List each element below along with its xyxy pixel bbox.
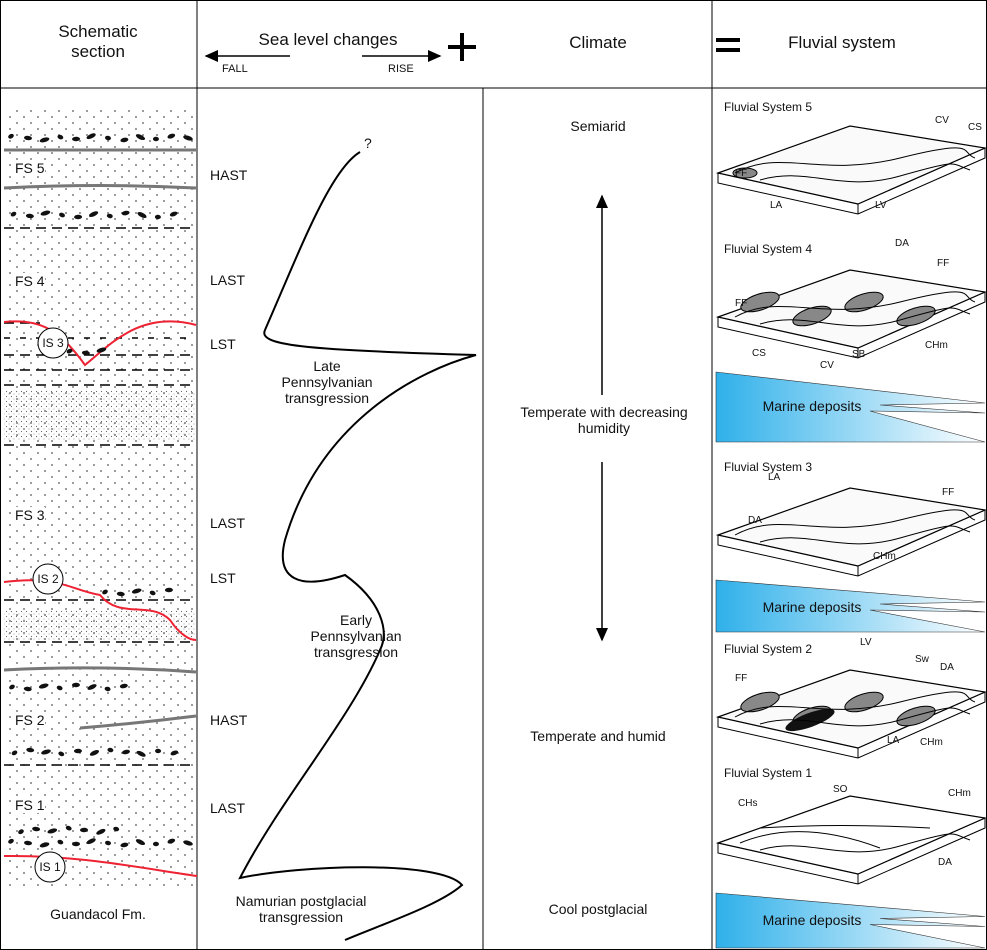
fine-sand [4, 610, 196, 640]
column-heading: Climate [569, 33, 627, 53]
arrow-label: RISE [388, 63, 414, 75]
facies-label: DA [940, 662, 954, 673]
system-title: Fluvial System 4 [724, 242, 812, 256]
facies-label: LA [770, 200, 782, 211]
schematic-column [4, 110, 197, 890]
facies-label: Sw [915, 654, 929, 665]
marine-label: Marine deposits [763, 398, 862, 414]
system-title: Fluvial System 1 [724, 766, 812, 780]
query-mark: ? [364, 135, 372, 151]
facies-label: DA [938, 857, 952, 868]
stage-label: HAST [210, 712, 247, 728]
stage-label: LAST [210, 515, 245, 531]
fine-sand [4, 390, 196, 440]
climate-label: Temperate with decreasing humidity [499, 404, 709, 436]
equals-sign [716, 40, 740, 50]
facies-label: SO [833, 784, 847, 795]
system-title: Fluvial System 5 [724, 100, 812, 114]
fs-label: FS 4 [15, 273, 45, 289]
stage-label: LST [210, 336, 236, 352]
facies-label: SB [852, 349, 865, 360]
facies-label: FF [937, 258, 949, 269]
facies-label: FF [942, 487, 954, 498]
facies-label: LV [860, 637, 872, 648]
climate-label: Cool postglacial [549, 901, 648, 917]
is-label: IS 3 [42, 336, 63, 350]
facies-label: DA [895, 238, 909, 249]
stage-label: LAST [210, 272, 245, 288]
is-label: IS 2 [37, 572, 58, 586]
facies-label: FF [735, 168, 747, 179]
arrow-label: FALL [222, 63, 248, 75]
facies-label: CHm [873, 551, 896, 562]
marine-label: Marine deposits [763, 912, 862, 928]
sandstone [4, 110, 196, 890]
facies-label: CHs [738, 798, 757, 809]
facies-label: LA [887, 735, 899, 746]
facies-label: CS [968, 122, 982, 133]
marine-label: Marine deposits [763, 599, 862, 615]
transgression-label: Early Pennsylvanian transgression [296, 612, 416, 660]
fs-label: FS 3 [15, 507, 45, 523]
climate-label: Semiarid [570, 118, 625, 134]
facies-label: LA [768, 472, 780, 483]
facies-label: CHm [925, 340, 948, 351]
facies-label: CHm [948, 788, 971, 799]
stage-label: LAST [210, 800, 245, 816]
fs-label: FS 5 [15, 160, 45, 176]
facies-label: LV [875, 200, 887, 211]
climate-label: Temperate and humid [530, 728, 665, 744]
column-heading: Fluvial system [788, 33, 896, 53]
column-heading: Schematic section [33, 22, 163, 62]
column-heading: Sea level changes [259, 30, 398, 50]
facies-label: FF [735, 673, 747, 684]
facies-label: DA [748, 515, 762, 526]
facies-label: CV [820, 360, 834, 371]
formation-label: Guandacol Fm. [50, 906, 146, 922]
plus-sign [448, 33, 476, 61]
transgression-label: Late Pennsylvanian transgression [267, 358, 387, 406]
system-title: Fluvial System 2 [724, 642, 812, 656]
stage-label: LST [210, 570, 236, 586]
sea-level-curve [240, 152, 476, 940]
facies-label: FF [735, 298, 747, 309]
transgression-label: Namurian postglacial transgression [226, 893, 376, 925]
is-label: IS 1 [39, 860, 60, 874]
fs-label: FS 2 [15, 712, 45, 728]
fs-label: FS 1 [15, 797, 45, 813]
figure: Schematic section Sea level changes FALL… [0, 0, 987, 950]
facies-label: CV [935, 115, 949, 126]
facies-label: CHm [920, 737, 943, 748]
facies-label: CS [752, 348, 766, 359]
drawing [0, 0, 987, 950]
stage-label: HAST [210, 167, 247, 183]
